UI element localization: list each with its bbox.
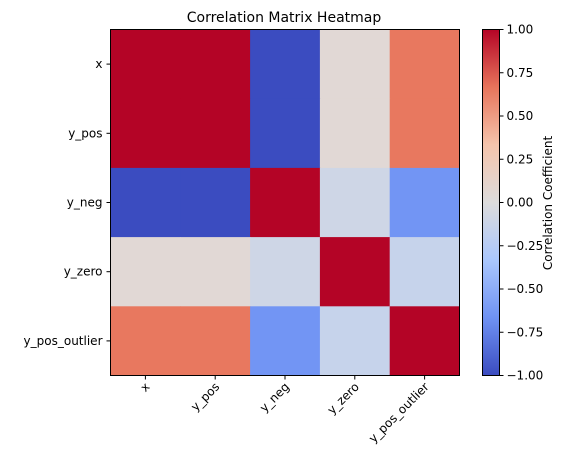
heatmap-cell xyxy=(319,306,391,376)
colorbar-ticks: 1.00 0.75 0.50 0.25 0.00 −0.25 −0.50 −0.75 −1.00 xyxy=(499,23,544,383)
colorbar-tick-label: 0.75 xyxy=(507,66,534,80)
heatmap-cell xyxy=(319,237,391,307)
colorbar-tick-label: −0.75 xyxy=(507,325,544,339)
column-labels: x y_pos y_neg y_zero y_pos_outlier xyxy=(138,375,432,446)
column-label: y_pos_outlier xyxy=(366,380,432,446)
colorbar-tick-label: 0.25 xyxy=(507,152,534,166)
heatmap-cell xyxy=(389,167,460,238)
column-label: y_zero xyxy=(325,380,362,417)
heatmap-cell xyxy=(110,167,181,238)
row-labels: x y_pos y_neg y_zero y_pos_outlier xyxy=(24,57,111,348)
row-label: y_pos_outlier xyxy=(24,334,103,348)
colorbar-label: Correlation Coefficient xyxy=(541,136,555,271)
heatmap-cell xyxy=(180,98,251,169)
heatmap-cell xyxy=(180,237,251,307)
colorbar-tick-label: −1.00 xyxy=(507,369,544,383)
colorbar xyxy=(482,29,500,376)
row-label: y_neg xyxy=(67,196,103,210)
colorbar-tick-label: 0.50 xyxy=(507,109,534,123)
chart-title: Correlation Matrix Heatmap xyxy=(187,10,382,26)
heatmap-cell xyxy=(250,29,321,100)
heatmap-cell xyxy=(250,98,321,169)
heatmap-cells xyxy=(110,29,460,376)
heatmap-cell xyxy=(389,98,460,169)
column-label: x xyxy=(138,380,153,395)
heatmap-cell xyxy=(319,167,391,238)
heatmap-cell xyxy=(110,237,181,307)
heatmap-cell xyxy=(389,306,460,376)
colorbar-tick-label: −0.50 xyxy=(507,282,544,296)
column-label: y_pos xyxy=(188,380,222,414)
heatmap-cell xyxy=(110,98,181,169)
row-label: y_pos xyxy=(68,126,102,140)
heatmap-cell xyxy=(250,306,321,376)
heatmap-cell xyxy=(319,98,391,169)
colorbar-tick-label: 1.00 xyxy=(507,23,534,37)
heatmap-cell xyxy=(180,306,251,376)
heatmap-cell xyxy=(319,29,391,100)
heatmap-cell xyxy=(389,237,460,307)
heatmap-cell xyxy=(110,306,181,376)
row-label: y_zero xyxy=(64,265,103,279)
colorbar-tick-label: 0.00 xyxy=(507,196,534,210)
heatmap-cell xyxy=(110,29,181,100)
heatmap-cell xyxy=(250,237,321,307)
heatmap-cell xyxy=(250,167,321,238)
heatmap-cell xyxy=(180,29,251,100)
heatmap-cell xyxy=(389,29,460,100)
heatmap-cell xyxy=(180,167,251,238)
colorbar-tick-label: −0.25 xyxy=(507,239,544,253)
row-label: x xyxy=(95,57,102,71)
column-label: y_neg xyxy=(257,380,292,415)
